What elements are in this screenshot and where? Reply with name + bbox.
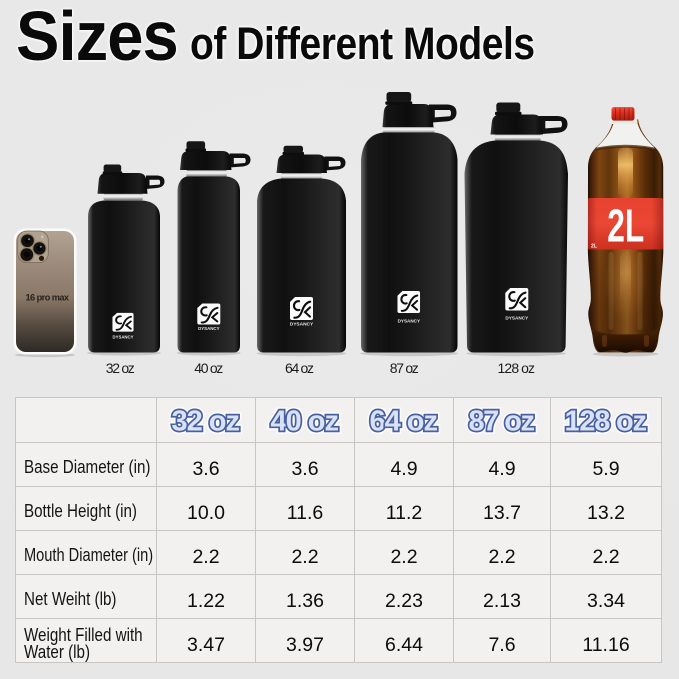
svg-text:2L: 2L: [591, 244, 597, 250]
svg-text:87 oz: 87 oz: [390, 360, 419, 376]
svg-text:64 oz: 64 oz: [285, 360, 314, 376]
svg-text:DYSANCY: DYSANCY: [290, 322, 314, 328]
svg-text:64 oz: 64 oz: [370, 406, 438, 438]
svg-text:32 oz: 32 oz: [172, 406, 240, 438]
svg-text:DYSANCY: DYSANCY: [505, 315, 529, 320]
svg-text:87 oz: 87 oz: [469, 406, 535, 438]
svg-text:128 oz: 128 oz: [498, 360, 536, 376]
svg-text:DYSANCY: DYSANCY: [398, 318, 420, 323]
svg-text:32 oz: 32 oz: [172, 406, 240, 438]
svg-text:DYSANCY: DYSANCY: [112, 334, 133, 339]
svg-text:128 oz: 128 oz: [565, 406, 647, 438]
svg-text:40 oz: 40 oz: [194, 360, 223, 376]
svg-text:87 oz: 87 oz: [469, 406, 535, 438]
svg-text:40 oz: 40 oz: [271, 406, 339, 438]
svg-text:2L: 2L: [607, 200, 644, 252]
svg-text:40 oz: 40 oz: [271, 406, 339, 438]
svg-text:DYSANCY: DYSANCY: [198, 326, 220, 331]
svg-text:64 oz: 64 oz: [370, 406, 438, 438]
svg-text:32 oz: 32 oz: [106, 360, 135, 376]
svg-text:128 oz: 128 oz: [565, 406, 647, 438]
svg-text:16 pro max: 16 pro max: [25, 293, 69, 303]
